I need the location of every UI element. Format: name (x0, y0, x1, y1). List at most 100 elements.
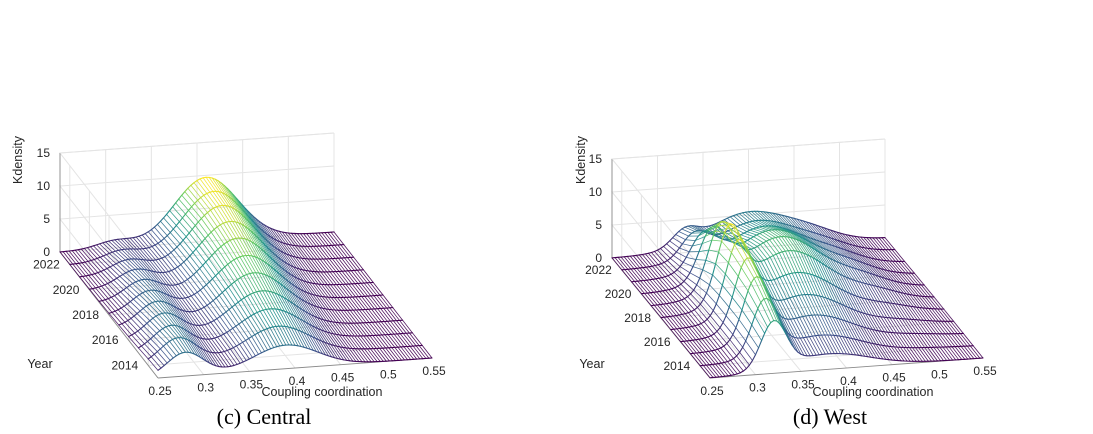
mesh-line (285, 243, 297, 258)
mesh-line (729, 339, 740, 353)
curve-segment (302, 331, 308, 335)
mesh-line (236, 203, 248, 220)
curve-segment (217, 245, 222, 250)
mesh-line (267, 234, 278, 250)
mesh-line (796, 337, 808, 357)
mesh-line (667, 275, 679, 287)
mesh-line (387, 334, 399, 348)
curve-segment (759, 277, 764, 283)
curve-segment (820, 252, 825, 256)
mesh-line (237, 211, 249, 229)
mesh-line (325, 308, 336, 323)
mesh-line (917, 333, 929, 348)
mesh-line (280, 295, 291, 315)
mesh-line (845, 276, 857, 297)
mesh-line (818, 261, 829, 283)
mesh-line (869, 237, 880, 250)
mesh-line (796, 218, 808, 231)
mesh-line (316, 306, 327, 321)
mesh-line (685, 327, 697, 340)
mesh-line (823, 248, 834, 261)
curve-segment (179, 239, 184, 245)
year-curve-2022 (621, 219, 905, 283)
mesh-line (914, 272, 925, 286)
curve-segment (193, 271, 198, 276)
mesh-line (799, 317, 810, 337)
curve-segment (724, 230, 729, 233)
mesh-line (754, 260, 766, 280)
mesh-line (649, 279, 660, 292)
mesh-line (263, 329, 275, 348)
mesh-line (227, 350, 238, 365)
curve-segment (724, 262, 729, 275)
mesh-line (207, 212, 218, 228)
mesh-line (212, 191, 223, 206)
mesh-line (367, 295, 378, 309)
mesh-line (156, 281, 168, 295)
curve-segment (757, 301, 762, 309)
mesh-line (741, 309, 753, 326)
curve-segment (269, 227, 274, 230)
mesh-line (766, 298, 778, 322)
curve-segment (753, 245, 758, 249)
mesh-line (842, 241, 854, 253)
mesh-line (187, 339, 198, 356)
mesh-line (848, 278, 860, 298)
curve-segment (272, 259, 277, 264)
mesh-line (239, 343, 250, 360)
curve-segment (799, 240, 804, 243)
mesh-line (758, 220, 769, 227)
mesh-line (200, 197, 211, 211)
curve-segment (192, 334, 197, 337)
curve-segment (238, 222, 243, 225)
mesh-line (112, 251, 123, 262)
curve-segment (150, 226, 155, 231)
mesh-line (140, 268, 152, 281)
curve-segment (715, 235, 721, 239)
mesh-line (845, 264, 856, 281)
mesh-line (249, 273, 260, 292)
curve-segment (666, 257, 671, 262)
mesh-line (185, 213, 196, 226)
curve-segment (270, 276, 275, 280)
mesh-line (184, 297, 196, 312)
mesh-line (332, 321, 343, 336)
mesh-line (133, 298, 144, 309)
mesh-line (876, 286, 887, 303)
mesh-line (678, 231, 689, 237)
mesh-line (135, 236, 147, 249)
mesh-line (860, 340, 872, 358)
mesh-line (121, 323, 132, 336)
curve-segment (834, 285, 839, 288)
curve-segment (284, 269, 289, 274)
curve-segment (99, 255, 104, 258)
mesh-line (683, 281, 694, 291)
curve-segment (196, 267, 201, 273)
mesh-line (341, 271, 353, 285)
mesh-line (382, 294, 394, 308)
mesh-line (406, 333, 417, 347)
mesh-line (752, 228, 763, 233)
mesh-line (754, 316, 765, 334)
mesh-line (98, 301, 110, 314)
mesh-line (179, 221, 190, 234)
mesh-line (634, 281, 645, 294)
mesh-line (849, 251, 861, 262)
mesh-line (262, 290, 273, 309)
mesh-line (754, 247, 765, 261)
mesh-line (223, 222, 234, 240)
curve-segment (792, 233, 797, 236)
mesh-line (317, 271, 328, 285)
curve-segment (720, 345, 725, 349)
mesh-line (318, 339, 329, 357)
x-axis-label: Coupling coordination (813, 385, 934, 399)
mesh-line (679, 266, 691, 274)
mesh-line (881, 331, 892, 347)
curve-segment (750, 277, 755, 284)
mesh-line (238, 237, 250, 256)
mesh-line (254, 256, 266, 275)
mesh-line (682, 243, 693, 247)
mesh-line (636, 268, 648, 281)
mesh-line (178, 298, 190, 312)
curve-segment (301, 309, 306, 312)
